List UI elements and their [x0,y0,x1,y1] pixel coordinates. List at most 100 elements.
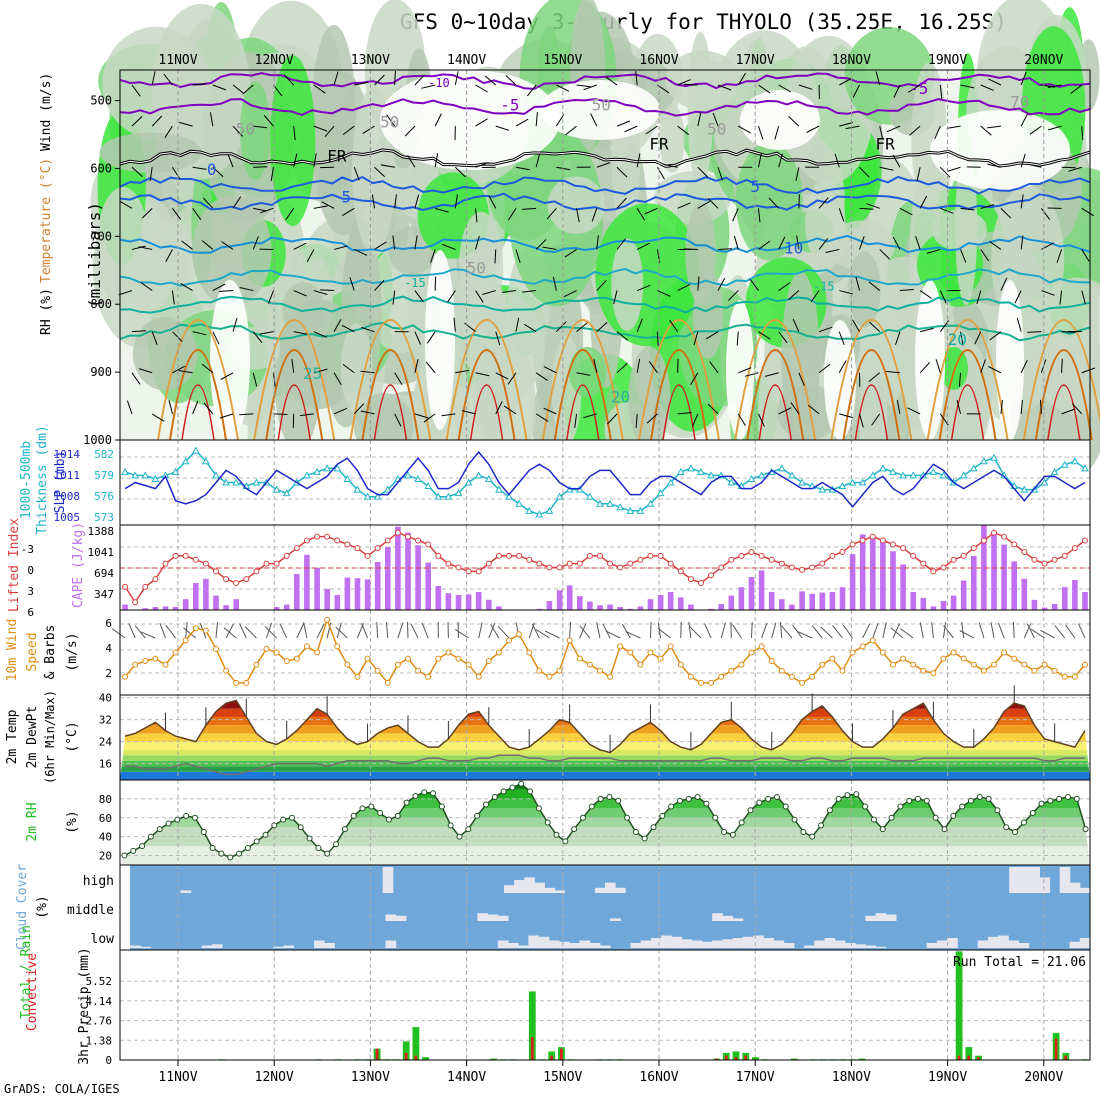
warm-contour [373,384,408,441]
panel-label: Speed [25,632,40,671]
rh-series-point [553,831,560,838]
left-tick-label: 4.14 [86,995,113,1008]
wind-barb [293,242,307,250]
wind-barb [1070,84,1083,94]
right-tick-label: 1014 [54,448,81,461]
convective-bar [375,1048,379,1060]
warm-contour [181,384,215,441]
rh-series-point [853,791,860,798]
cape-bar [981,525,987,610]
wind-barb [270,167,274,182]
wind-barb [394,194,397,209]
cloud-fraction [504,885,515,893]
cloud-fraction [538,936,550,949]
rh-series-point [156,826,163,833]
wind-barb [374,166,386,178]
wind-barb [1065,624,1076,639]
cape-bar [607,604,613,610]
wind-barb [838,208,845,222]
rh-series-point [615,797,622,804]
rh-series-point [862,803,869,810]
wind-barb [818,197,829,209]
wind-speed-series-point [435,655,442,662]
clear-area [915,280,945,440]
warm-contour [457,349,516,441]
wind-barb [926,248,941,254]
rh-series-point [932,814,939,821]
cloud-fraction [605,882,616,893]
wind-barb [616,120,631,127]
contour-label: 0 [207,160,217,179]
wind-barb [212,283,226,291]
cloud-fraction [844,943,856,948]
panel-background [120,440,1090,525]
wind-barb [693,331,699,346]
cape-bar [789,604,795,610]
temperature-contour [119,321,1091,342]
wind-barb [778,84,792,93]
wind-barb [333,319,342,332]
left-tick-label: 0 [105,1054,112,1067]
cape-bar [354,578,361,610]
wind-barb [556,321,567,333]
thickness-series-point [343,474,352,482]
rh-series-point [1012,828,1019,835]
cape-bar [971,556,977,610]
wind-barb [656,331,659,346]
rh-series-point [227,854,234,861]
wind-barb [810,290,820,303]
cloud-fraction [559,941,570,949]
cloud-fraction [1059,867,1071,893]
cape-bar [728,595,735,610]
rh-series-point [183,812,190,819]
wind-barb [859,236,865,250]
thickness-series-point [929,467,938,475]
panel-label: Lifted Index [7,518,22,612]
wind-barb [371,194,375,209]
lifted-index-series-point [475,568,482,575]
wind-barb [291,358,295,373]
thickness-series-point [525,506,534,514]
cloud-fraction [534,882,545,893]
cape-bar [839,587,846,610]
wind-barb [386,114,396,127]
wind-barb [1047,125,1062,131]
wind-barb [425,361,436,374]
lifted-index-series-point [980,537,987,544]
wind-barb [605,76,618,86]
warm-contour [361,349,420,441]
cape-bar [930,606,937,610]
date-label-bottom: 16NOV [639,1070,678,1085]
wind-speed-series-point [374,667,381,674]
thickness-series-point [363,492,372,500]
lifted-index-series-point [425,541,432,548]
warm-contour [157,319,239,441]
contour-label: -15 [813,280,835,294]
wind-barb [192,331,207,336]
date-label-top: 18NOV [832,53,871,68]
wind-barb [859,207,874,210]
wind-barb [771,622,777,639]
cloud-fraction [1069,941,1081,949]
clear-area [740,90,820,150]
wind-speed-series-point [495,649,502,656]
thickness-series-point [606,499,614,507]
wind-barb [590,113,598,127]
wind-speed-series-point [768,658,775,664]
wind-barb [574,413,578,428]
wind-barb [960,331,964,346]
wind-speed-series-point [991,661,998,668]
wind-barb [178,121,193,127]
wind-barb [596,235,599,250]
convective-bar [1064,1055,1068,1060]
cape-bar [435,586,442,610]
cloud-fraction [875,946,887,949]
cape-bar [1072,580,1078,610]
wind-barb [758,331,771,340]
wind-barb [293,153,298,168]
cape-bar [162,606,169,610]
left-tick-label: 579 [94,469,114,482]
rh-series-point [738,819,745,826]
contour-label: FR [649,134,669,153]
rh-series-point [967,797,974,804]
